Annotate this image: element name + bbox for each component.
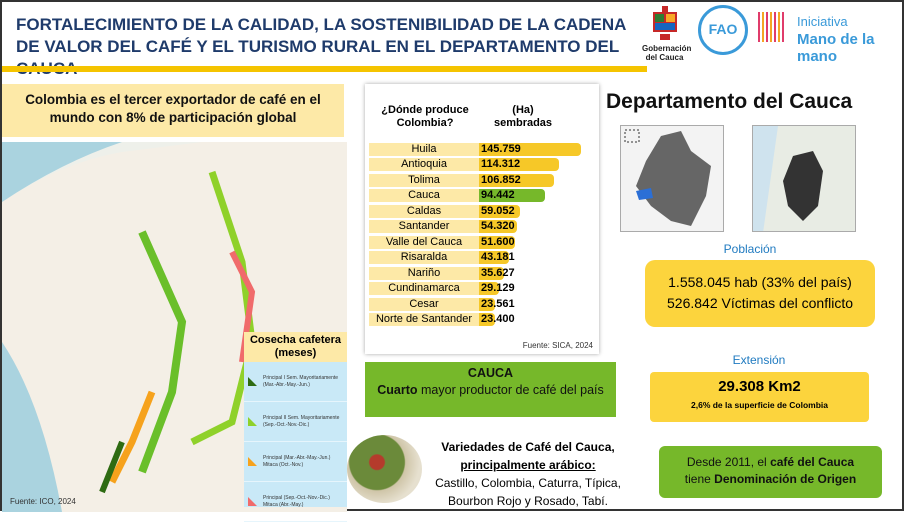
table-row: Valle del Cauca 51.600 xyxy=(369,235,516,249)
extension-box: 29.308 Km2 2,6% de la superficie de Colo… xyxy=(650,372,869,422)
varieties-list: Castillo, Colombia, Caturra, Típica, Bou… xyxy=(435,476,621,508)
iniciativa-label: Iniciativa xyxy=(797,14,848,29)
extension-label: Extensión xyxy=(732,353,786,367)
department-name: Santander xyxy=(369,220,479,233)
varieties-subtitle: principalmente arábico: xyxy=(460,458,596,472)
department-name: Tolima xyxy=(369,173,479,187)
hectares-bar: 23.400 xyxy=(479,313,515,326)
hectares-bar: 29.129 xyxy=(479,282,515,295)
table-row: Nariño 35.627 xyxy=(369,266,515,280)
legend-label: Principal (Mar.-Abr.-May.-Jun.) Mitaca (… xyxy=(263,455,331,468)
export-fact: Colombia es el tercer exportador de café… xyxy=(2,84,344,137)
header-hectares: (Ha) sembradas xyxy=(493,104,553,129)
rank-text: mayor productor de café del país xyxy=(417,383,604,397)
rank-bold: Cuarto xyxy=(377,383,418,397)
hectares-bar: 43.181 xyxy=(479,251,515,264)
map-source: Fuente: ICO, 2024 xyxy=(10,497,76,506)
legend-item: Principal (Mar.-Abr.-May.-Jun.) Mitaca (… xyxy=(244,442,347,482)
department-name: Huila xyxy=(369,142,479,156)
table-row: Risaralda 43.181 xyxy=(369,251,515,265)
extension-sub: 2,6% de la superficie de Colombia xyxy=(691,400,828,410)
harvest-legend: Cosecha cafetera (meses) Principal I Sem… xyxy=(244,332,347,522)
cauca-map xyxy=(752,125,856,232)
den-text: Desde 2011, el xyxy=(686,455,771,469)
hectares-bar: 94.442 xyxy=(479,189,546,202)
header-department: ¿Dónde produce Colombia? xyxy=(381,104,469,129)
department-name: Cauca xyxy=(369,189,479,202)
department-name: Norte de Santander xyxy=(369,313,479,326)
department-name: Cundinamarca xyxy=(369,282,479,295)
legend-item: Principal (Sep.-Oct.-Nov.-Dic.) Mitaca (… xyxy=(244,482,347,522)
hectares-bar: 35.627 xyxy=(479,266,515,280)
denomination-box: Desde 2011, el café del Cauca tiene Deno… xyxy=(659,446,882,498)
legend-swatch-icon xyxy=(248,497,257,506)
hectares-bar: 51.600 xyxy=(479,235,516,249)
table-row: Cundinamarca 29.129 xyxy=(369,282,515,296)
table-source: Fuente: SICA, 2024 xyxy=(522,341,593,350)
department-name: Caldas xyxy=(369,204,479,218)
title-underline xyxy=(2,66,647,72)
den-bold1: café del Cauca xyxy=(770,455,855,469)
den-bold2: Denominación de Origen xyxy=(714,472,857,486)
population-value: 1.558.045 hab (33% del país) xyxy=(668,274,852,290)
victims-value: 526.842 Víctimas del conflicto xyxy=(667,295,853,311)
hectares-bar: 145.759 xyxy=(479,142,581,156)
production-table: ¿Dónde produce Colombia? (Ha) sembradas … xyxy=(365,84,599,354)
varieties: Variedades de Café del Cauca, principalm… xyxy=(422,438,634,510)
legend-label: Principal I Sem. Mayoritariamente (Mar.-… xyxy=(263,375,339,388)
department-name: Nariño xyxy=(369,266,479,280)
department-name: Valle del Cauca xyxy=(369,235,479,249)
gobernacion-logo: Gobernación del Cauca xyxy=(642,6,691,62)
population-box: 1.558.045 hab (33% del país) 526.842 Víc… xyxy=(645,260,875,327)
department-name: Risaralda xyxy=(369,251,479,264)
table-row: Huila 145.759 xyxy=(369,142,581,156)
coffee-photo xyxy=(347,435,422,503)
legend-title: Cosecha cafetera (meses) xyxy=(244,332,347,362)
population-label: Población xyxy=(723,242,777,256)
table-row: Cesar 23.561 xyxy=(369,297,515,311)
cauca-title: CAUCA xyxy=(467,366,514,380)
legend-item: Principal I Sem. Mayoritariamente (Mar.-… xyxy=(244,362,347,402)
cauca-rank-box: CAUCA Cuarto mayor productor de café del… xyxy=(365,362,616,417)
fao-logo: FAO xyxy=(698,5,748,55)
department-name: Cesar xyxy=(369,297,479,311)
hectares-bar: 106.852 xyxy=(479,173,554,187)
table-row: Caldas 59.052 xyxy=(369,204,521,218)
table-row: Cauca 94.442 xyxy=(369,189,546,203)
hectares-bar: 59.052 xyxy=(479,204,521,218)
legend-swatch-icon xyxy=(248,417,257,426)
extension-value: 29.308 Km2 xyxy=(718,378,801,395)
department-title: Departamento del Cauca xyxy=(606,90,853,113)
table-row: Tolima 106.852 xyxy=(369,173,554,187)
legend-swatch-icon xyxy=(248,457,257,466)
hectares-bar: 54.320 xyxy=(479,220,517,233)
den-text2: tiene xyxy=(684,472,715,486)
coat-of-arms-icon xyxy=(652,6,677,40)
mano-label: Mano de la mano xyxy=(797,31,875,65)
table-row: Santander 54.320 xyxy=(369,220,517,234)
department-name: Antioquia xyxy=(369,158,479,171)
legend-label: Principal (Sep.-Oct.-Nov.-Dic.) Mitaca (… xyxy=(263,495,330,508)
legend-item: Principal II Sem. Mayoritariamente (Sep.… xyxy=(244,402,347,442)
page-title: FORTALECIMIENTO DE LA CALIDAD, LA SOSTEN… xyxy=(16,15,626,78)
hectares-bar: 23.561 xyxy=(479,297,515,311)
legend-swatch-icon xyxy=(248,377,257,386)
hands-icon xyxy=(758,12,786,42)
table-row: Antioquia 114.312 xyxy=(369,158,559,172)
legend-label: Principal II Sem. Mayoritariamente (Sep.… xyxy=(263,415,340,428)
table-row: Norte de Santander 23.400 xyxy=(369,313,515,327)
varieties-title: Variedades de Café del Cauca, xyxy=(441,440,615,454)
hectares-bar: 114.312 xyxy=(479,158,559,171)
colombia-map xyxy=(620,125,724,232)
